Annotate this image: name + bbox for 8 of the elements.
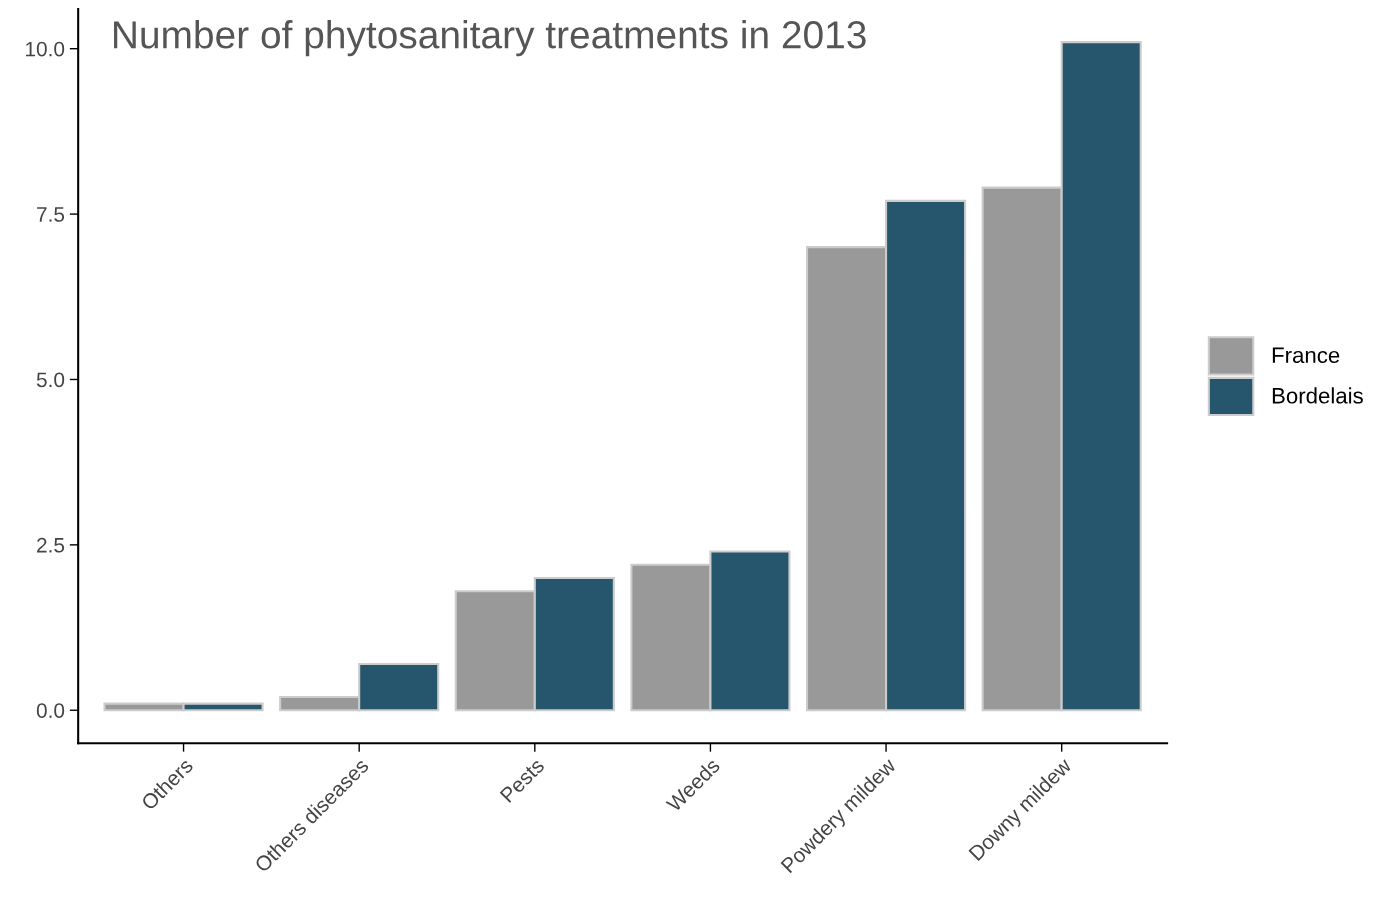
legend-label: France [1272,347,1340,364]
chart-title: Number of phytosanitary treatments in 2013 [114,20,866,57]
legend-label: Bordelais [1272,387,1363,404]
y-tick-label: 10.0 [26,41,65,57]
y-tick-label: 0.0 [36,703,65,718]
y-tick-label: 7.5 [37,207,65,222]
y-tick-label: 2.5 [37,537,65,553]
y-tick-label: 5.0 [36,372,65,388]
